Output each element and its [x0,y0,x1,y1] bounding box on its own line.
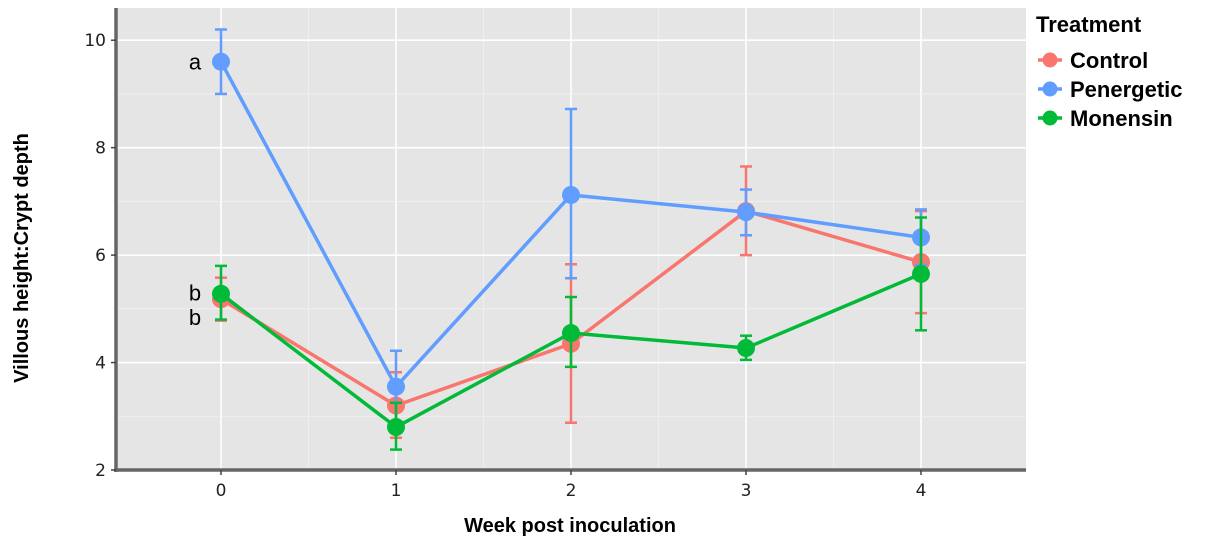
data-point [387,418,405,437]
significance-letter: a [189,50,202,75]
data-point [737,203,755,222]
legend-label: Monensin [1070,106,1173,131]
y-tick-label: 8 [95,139,106,159]
y-tick-label: 2 [95,461,106,481]
x-tick-label: 2 [566,481,577,501]
legend: Treatment Control Penergetic Monensin [1036,12,1183,131]
legend-label: Penergetic [1070,77,1183,102]
x-axis-title: Week post inoculation [464,515,676,537]
legend-marker [1042,110,1058,126]
legend-title: Treatment [1036,12,1142,37]
legend-item-penergetic: Penergetic [1038,77,1183,102]
legend-marker [1042,52,1058,68]
y-tick-label: 6 [95,246,106,266]
data-point [562,324,580,343]
axes: 0 1 2 3 4 2 4 6 8 10 [84,8,1026,501]
significance-letter: b [189,281,201,306]
data-point [737,339,755,358]
legend-item-monensin: Monensin [1038,106,1173,131]
x-tick-label: 4 [916,481,927,501]
x-tick-label: 3 [741,481,752,501]
series-monensin [212,216,930,451]
y-tick-label: 4 [95,354,106,374]
x-tick-label: 1 [391,481,402,501]
data-point [212,52,230,71]
legend-item-control: Control [1038,48,1148,73]
series [212,28,930,451]
y-tick-label: 10 [84,31,106,51]
y-axis-title: Villous height:Crypt depth [11,133,33,383]
x-tick-label: 0 [216,481,227,501]
significance-letter: b [189,305,201,330]
data-point [562,185,580,204]
data-point [212,284,230,303]
legend-label: Control [1070,48,1148,73]
data-point [387,377,405,396]
data-point [912,264,930,283]
legend-marker [1042,81,1058,97]
annotations: a bb [189,50,202,330]
